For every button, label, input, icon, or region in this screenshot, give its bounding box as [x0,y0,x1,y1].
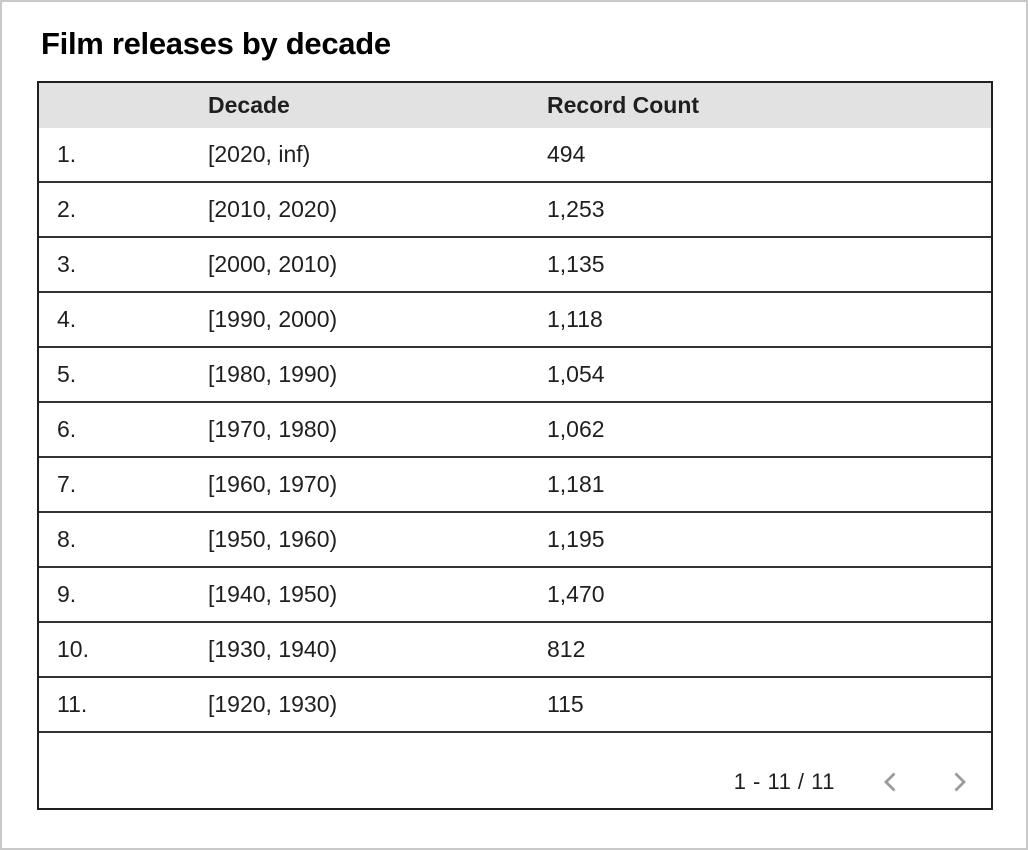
row-index: 7. [57,471,77,497]
cell-decade: [1950, 1960) [208,526,338,552]
cell-record-count: 1,118 [547,306,603,332]
cell-decade: [1930, 1940) [208,636,338,662]
table-row: 4. [1990, 2000) 1,118 [39,291,991,346]
table-footer: 1 - 11 / 11 [39,731,991,808]
cell-decade: [2010, 2020) [208,196,338,222]
table-header-row: Decade Record Count [39,83,991,128]
cell-record-count: 494 [547,141,586,167]
row-index: 10. [57,636,89,662]
table-row: 7. [1960, 1970) 1,181 [39,456,991,511]
cell-decade: [1960, 1970) [208,471,338,497]
cell-decade: [1940, 1950) [208,581,338,607]
table-row: 1. [2020, inf) 494 [39,128,991,181]
row-index: 1. [57,141,77,167]
cell-decade: [2000, 2010) [208,251,338,277]
row-index: 2. [57,196,77,222]
cell-decade: [1980, 1990) [208,361,338,387]
cell-record-count: 1,135 [547,251,605,277]
row-index: 4. [57,306,77,332]
row-index: 8. [57,526,77,552]
table-row: 8. [1950, 1960) 1,195 [39,511,991,566]
row-index: 11. [57,691,88,717]
row-index: 5. [57,361,77,387]
cell-record-count: 1,181 [547,471,605,497]
cell-decade: [1920, 1930) [208,691,338,717]
cell-decade: [1990, 2000) [208,306,338,332]
pagination-next-button[interactable] [947,770,971,794]
cell-decade: [2020, inf) [208,141,311,167]
cell-record-count: 115 [547,691,584,717]
cell-record-count: 812 [547,636,586,662]
chart-title: Film releases by decade [41,26,391,61]
cell-record-count: 1,054 [547,361,605,387]
table-row: 9. [1940, 1950) 1,470 [39,566,991,621]
cell-decade: [1970, 1980) [208,416,338,442]
chevron-left-icon [879,770,903,794]
column-header-decade[interactable]: Decade [208,92,290,118]
chevron-right-icon [947,770,971,794]
cell-record-count: 1,195 [547,526,605,552]
pagination-range: 1 - 11 / 11 [733,768,835,794]
table-chart: Decade Record Count 1. [2020, inf) 494 2… [37,81,993,810]
cell-record-count: 1,470 [547,581,605,607]
row-index: 6. [57,416,77,442]
row-index: 3. [57,251,77,277]
table-row: 10. [1930, 1940) 812 [39,621,991,676]
table-row: 5. [1980, 1990) 1,054 [39,346,991,401]
cell-record-count: 1,062 [547,416,605,442]
table-row: 11. [1920, 1930) 115 [39,676,991,731]
pagination-prev-button[interactable] [879,770,903,794]
table-row: 2. [2010, 2020) 1,253 [39,181,991,236]
cell-record-count: 1,253 [547,196,605,222]
table-row: 6. [1970, 1980) 1,062 [39,401,991,456]
table-row: 3. [2000, 2010) 1,135 [39,236,991,291]
row-index: 9. [57,581,77,607]
column-header-record-count[interactable]: Record Count [547,92,700,118]
